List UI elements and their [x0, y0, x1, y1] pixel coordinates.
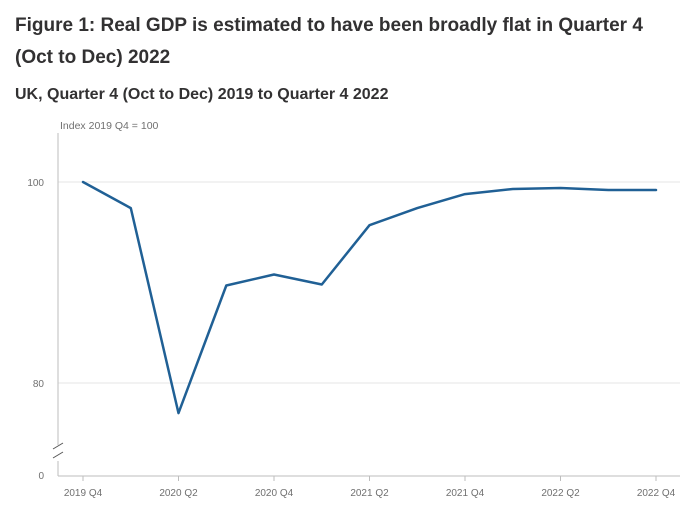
- x-tick-label: 2021 Q2: [350, 488, 389, 499]
- x-tick-label: 2020 Q4: [255, 488, 294, 499]
- series-line-real-gdp: [81, 180, 658, 415]
- gridlines: [58, 181, 680, 384]
- x-tick-label: 2020 Q2: [159, 488, 198, 499]
- axis-break-marker: [52, 442, 64, 459]
- chart-title: Figure 1: Real GDP is estimated to have …: [15, 15, 643, 68]
- x-axis-ticks: 2019 Q4 2020 Q2 2020 Q4 2021 Q2 2021 Q4 2022 …: [64, 476, 676, 499]
- chart-subtitle: UK, Quarter 4 (Oct to Dec) 2019 to Quart…: [15, 86, 389, 103]
- x-tick-label: 2019 Q4: [64, 488, 103, 499]
- x-tick-label: 2022 Q2: [541, 488, 580, 499]
- y-axis-label: Index 2019 Q4 = 100: [60, 120, 159, 132]
- y-tick-label-80: 80: [33, 379, 45, 390]
- y-tick-label-0: 0: [38, 471, 44, 482]
- y-tick-label-100: 100: [27, 178, 44, 189]
- x-tick-label: 2021 Q4: [446, 488, 485, 499]
- x-tick-label: 2022 Q4: [637, 488, 676, 499]
